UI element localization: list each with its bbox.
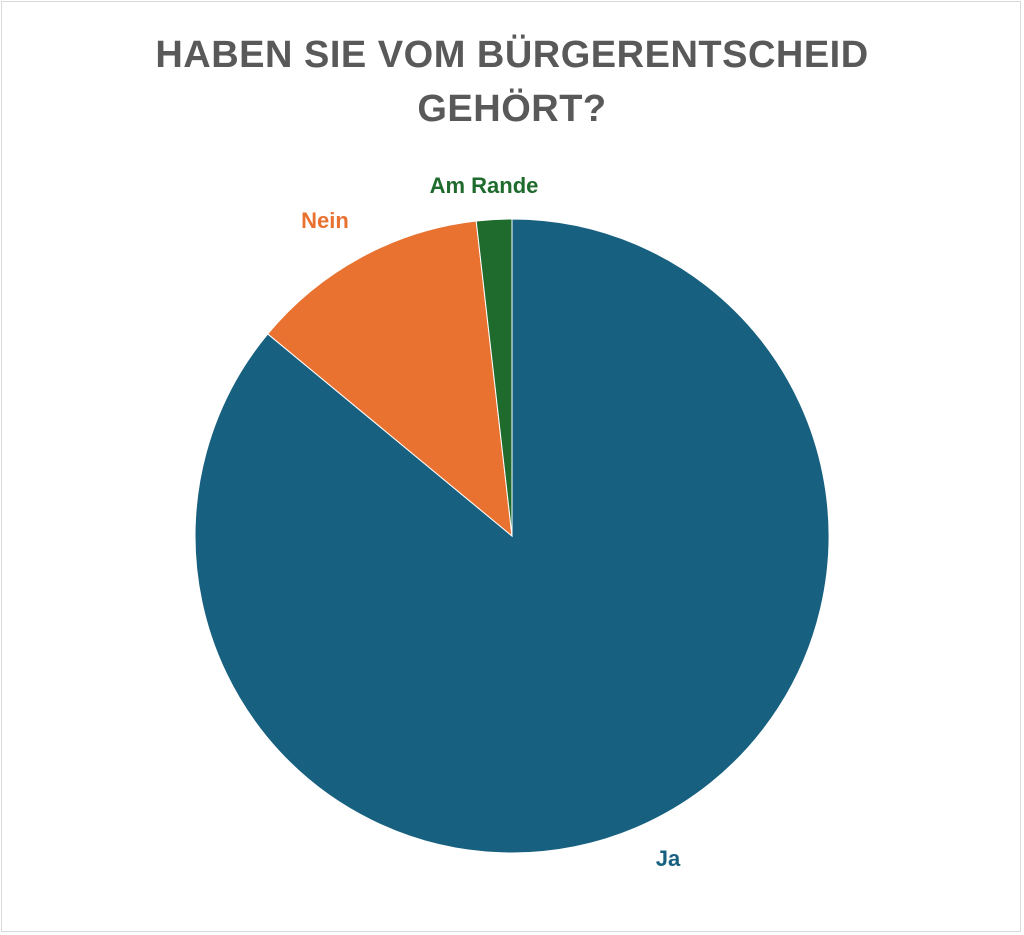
slice-label-am-rande: Am Rande <box>430 173 539 198</box>
slice-label-ja: Ja <box>656 846 681 871</box>
pie-slices <box>194 218 830 854</box>
slice-nein <box>267 220 513 538</box>
slice-label-nein: Nein <box>301 208 349 233</box>
chart-title-line-2: GEHÖRT? <box>417 88 607 130</box>
chart-title: HABEN SIE VOM BÜRGERENTSCHEID GEHÖRT? <box>0 28 1024 136</box>
chart-title-line-1: HABEN SIE VOM BÜRGERENTSCHEID <box>155 34 869 76</box>
slice-am-rande <box>475 218 513 537</box>
pie-labels: Ja Nein Am Rande <box>301 173 681 871</box>
slice-ja <box>194 218 830 854</box>
